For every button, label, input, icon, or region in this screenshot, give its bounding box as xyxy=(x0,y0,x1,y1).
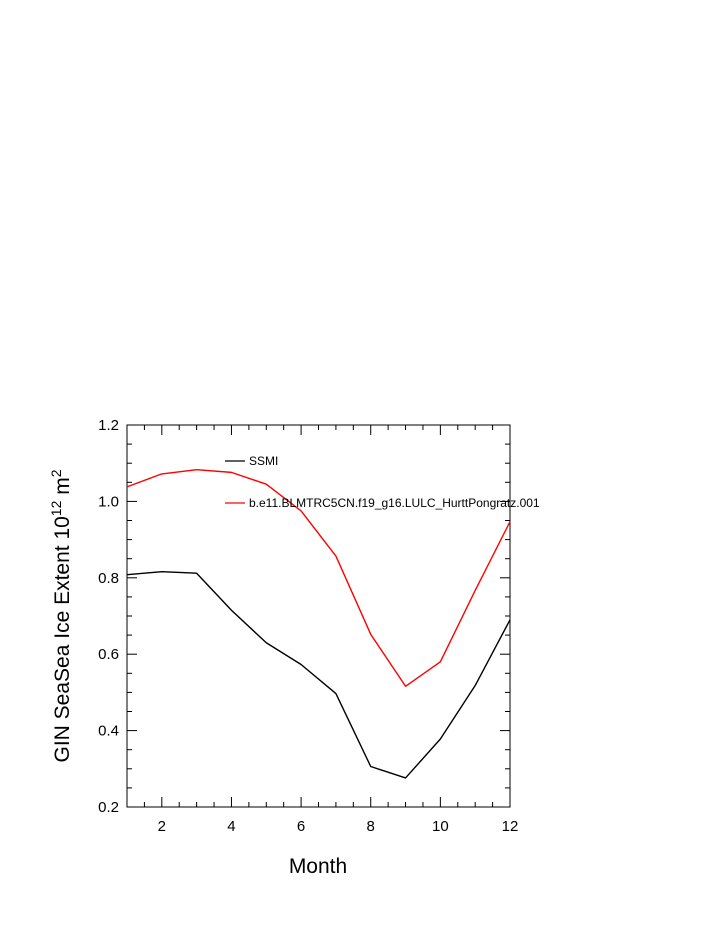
y-axis-title-unit: m xyxy=(51,477,74,500)
y-tick-label: 0.2 xyxy=(98,799,119,816)
axis-tick-labels: 2 4 6 8 10 12 0.2 0.4 0.6 0.8 1.0 1.2 xyxy=(98,417,518,835)
axis-ticks xyxy=(126,424,511,808)
x-tick-label: 6 xyxy=(297,818,305,835)
y-tick-label: 1.0 xyxy=(98,493,119,510)
legend-label-model: b.e11.BLMTRC5CN.f19_g16.LULC_HurttPongra… xyxy=(249,496,540,510)
x-tick-label: 12 xyxy=(502,818,519,835)
y-tick-label: 1.2 xyxy=(98,417,119,434)
x-tick-label: 4 xyxy=(227,818,235,835)
plot-frame xyxy=(126,424,511,808)
y-axis-title-unit-exponent: 2 xyxy=(48,469,64,477)
series-line-ssmi xyxy=(126,570,511,779)
x-tick-label: 8 xyxy=(367,818,375,835)
series-line-model xyxy=(126,468,511,687)
y-axis-title-main: GIN SeaSea Ice Extent 10 xyxy=(51,516,74,762)
x-tick-label: 10 xyxy=(432,818,449,835)
series-lines xyxy=(126,468,511,779)
y-axis-title: GIN SeaSea Ice Extent 1012 m2 xyxy=(48,469,74,762)
y-tick-label: 0.4 xyxy=(98,723,119,740)
y-tick-label: 0.8 xyxy=(98,570,119,587)
y-axis-title-exponent: 12 xyxy=(48,500,64,516)
x-axis-title: Month xyxy=(289,855,347,878)
x-tick-label: 2 xyxy=(158,818,166,835)
legend-label-ssmi: SSMI xyxy=(249,454,278,468)
legend: SSMI b.e11.BLMTRC5CN.f19_g16.LULC_HurttP… xyxy=(225,454,540,510)
y-tick-label: 0.6 xyxy=(98,646,119,663)
